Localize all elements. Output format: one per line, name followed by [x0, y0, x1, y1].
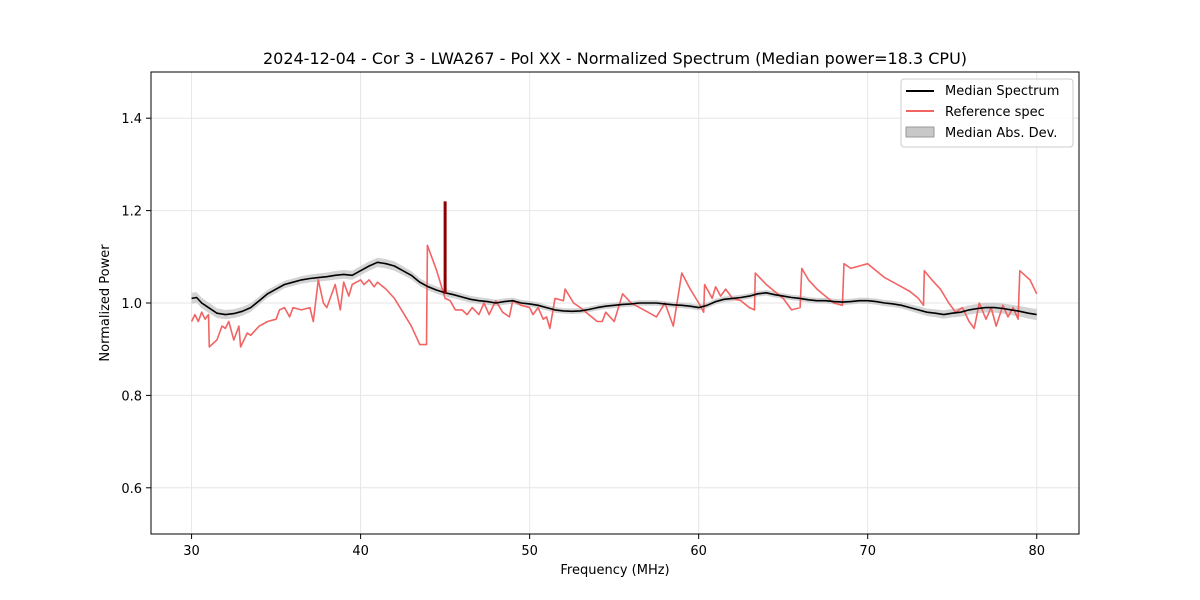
- median-abs-dev-band: [191, 257, 1037, 321]
- x-tick-label: 60: [690, 544, 707, 559]
- x-tick-label: 50: [521, 544, 538, 559]
- legend-mad-swatch: [905, 126, 935, 138]
- legend-reference-label: Reference spec: [945, 105, 1045, 120]
- plot-frame: [150, 71, 1080, 535]
- legend-box: [900, 78, 1074, 148]
- y-tick-label: 0.8: [121, 389, 142, 404]
- y-tick-label: 0.6: [121, 482, 142, 497]
- y-tick-label: 1.4: [121, 112, 142, 127]
- legend-median-label: Median Spectrum: [945, 84, 1059, 99]
- y-tick-label: 1.0: [121, 297, 142, 312]
- x-axis-label: Frequency (MHz): [560, 563, 669, 578]
- x-tick-label: 80: [1028, 544, 1045, 559]
- plot-area: [190, 201, 1038, 348]
- legend: Median Spectrum Reference spec Median Ab…: [900, 78, 1074, 148]
- reference-spectrum-line: [190, 244, 1038, 348]
- y-axis-label: Normalized Power: [98, 244, 113, 362]
- median-spectrum-line: [191, 261, 1037, 316]
- axis-ticks: 30 40 50 60 70 80 0.6 0.8 1.0 1.2 1.4: [121, 112, 1045, 559]
- y-tick-label: 1.2: [121, 205, 142, 220]
- x-tick-label: 30: [183, 544, 200, 559]
- x-tick-label: 70: [859, 544, 876, 559]
- chart-title: 2024-12-04 - Cor 3 - LWA267 - Pol XX - N…: [263, 49, 967, 68]
- legend-mad-label: Median Abs. Dev.: [945, 126, 1057, 141]
- x-tick-label: 40: [352, 544, 369, 559]
